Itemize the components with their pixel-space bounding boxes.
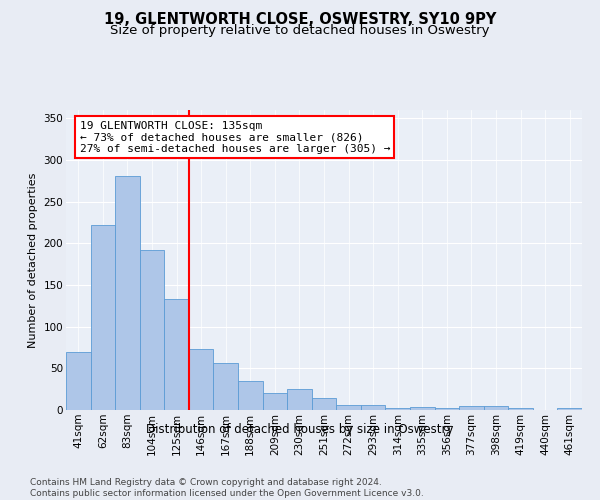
Bar <box>263 392 287 410</box>
Bar <box>385 408 410 410</box>
Bar <box>508 408 533 410</box>
Bar <box>238 381 263 410</box>
Bar <box>189 349 214 410</box>
Text: Distribution of detached houses by size in Oswestry: Distribution of detached houses by size … <box>146 422 454 436</box>
Bar <box>459 406 484 410</box>
Bar <box>91 225 115 410</box>
Bar <box>410 406 434 410</box>
Bar <box>336 405 361 410</box>
Bar <box>557 408 582 410</box>
Bar <box>214 362 238 410</box>
Bar <box>361 405 385 410</box>
Text: Contains HM Land Registry data © Crown copyright and database right 2024.
Contai: Contains HM Land Registry data © Crown c… <box>30 478 424 498</box>
Bar <box>312 398 336 410</box>
Bar <box>434 408 459 410</box>
Bar <box>66 352 91 410</box>
Y-axis label: Number of detached properties: Number of detached properties <box>28 172 38 348</box>
Bar <box>164 299 189 410</box>
Text: Size of property relative to detached houses in Oswestry: Size of property relative to detached ho… <box>110 24 490 37</box>
Bar <box>140 250 164 410</box>
Bar <box>287 389 312 410</box>
Bar <box>115 176 140 410</box>
Bar <box>484 406 508 410</box>
Text: 19, GLENTWORTH CLOSE, OSWESTRY, SY10 9PY: 19, GLENTWORTH CLOSE, OSWESTRY, SY10 9PY <box>104 12 496 28</box>
Text: 19 GLENTWORTH CLOSE: 135sqm
← 73% of detached houses are smaller (826)
27% of se: 19 GLENTWORTH CLOSE: 135sqm ← 73% of det… <box>80 121 390 154</box>
